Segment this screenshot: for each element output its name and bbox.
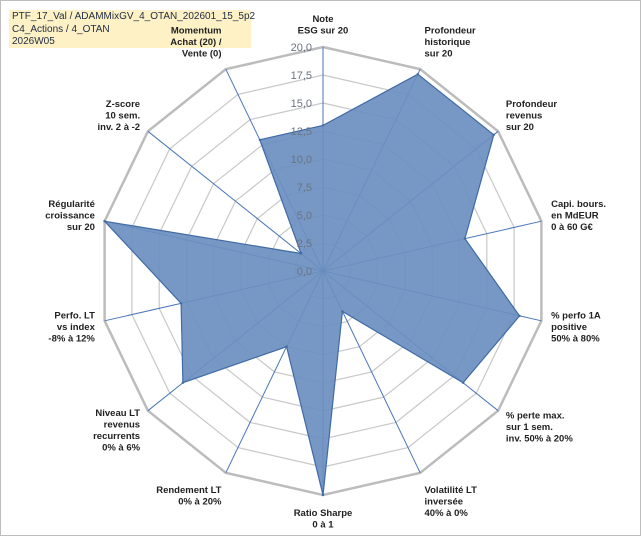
data-point-7 <box>341 310 344 313</box>
data-point-2 <box>416 73 419 76</box>
data-point-13 <box>299 252 303 255</box>
tick-label: 15,0 <box>291 98 312 110</box>
axis-labels: Note ESG sur 20 Profondeur historique sur 20… <box>45 14 606 531</box>
tick-label: 7,5 <box>297 182 312 194</box>
portfolio-name: PTF_17_Val / ADAMMixGV_4_OTAN_202601_15_… <box>12 11 256 22</box>
data-point-3 <box>492 133 495 136</box>
axis-label-13: Z-score 10 sem. inv. 2 à -2 <box>98 99 141 133</box>
axis-label-5: % perfo 1A positive 50% à 80% <box>551 310 601 344</box>
axis-label-4: Capi. bours. en MdEUR 0 à 60 G€ <box>551 199 606 233</box>
axis-label-3: Profondeur revenus sur 20 <box>506 99 557 133</box>
axis-label-6: % perte max. sur 1 sem. inv. 50% à 20% <box>506 410 573 444</box>
data-point-5 <box>518 314 521 318</box>
data-point-11 <box>179 302 183 305</box>
axis-label-10: Niveau LT revenus recurrents 0% à 6% <box>93 408 141 454</box>
tick-label: 2,5 <box>297 238 312 250</box>
axis-label-11: Perfo. LT vs index -8% à 12% <box>48 310 95 344</box>
data-point-1 <box>321 124 325 127</box>
week-label: 2026W05 <box>12 36 55 47</box>
tick-label: 12,5 <box>291 126 312 138</box>
data-point-9 <box>285 345 288 348</box>
chart-title-box: PTF_17_Val / ADAMMixGV_4_OTAN_202601_15_… <box>9 10 256 48</box>
axis-label-9: Rendement LT 0% à 20% <box>156 485 222 508</box>
data-point-10 <box>181 381 185 384</box>
axis-label-2: Profondeur historique sur 20 <box>425 26 476 60</box>
axis-label-12: Régularité croissance sur 20 <box>45 199 95 233</box>
axis-spoke-13 <box>147 130 324 272</box>
axis-label-14: Momentum Achat (20) / Vente (0) <box>170 26 222 60</box>
category-name: C4_Actions / 4_OTAN <box>12 23 110 35</box>
tick-label: 17,5 <box>291 70 312 82</box>
data-point-14 <box>258 138 261 141</box>
tick-label: 0,0 <box>297 266 312 278</box>
data-point-8 <box>321 493 325 497</box>
tick-label: 5,0 <box>297 210 312 222</box>
axis-label-1: Note ESG sur 20 <box>298 14 349 37</box>
data-point-4 <box>463 237 467 240</box>
tick-label: 10,0 <box>291 154 312 166</box>
data-point-12 <box>103 220 106 223</box>
radar-series <box>102 73 521 497</box>
series-area <box>102 73 521 496</box>
tick-label: 20,0 <box>291 42 312 54</box>
axis-label-7: Volatilité LT inversée 40% à 0% <box>425 485 478 519</box>
axis-label-8: Ratio Sharpe 0 à 1 <box>294 508 353 531</box>
radial-tick-labels: 0,0 2,5 5,0 7,5 10,0 12,5 15,0 17,5 20,0 <box>291 42 312 278</box>
data-point-6 <box>461 381 465 384</box>
